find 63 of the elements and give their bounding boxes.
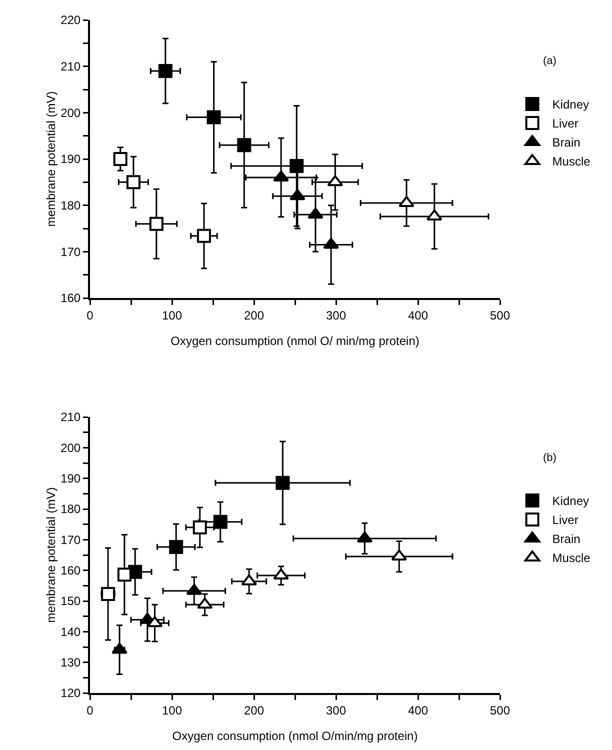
x-tick-label: 100 [162,308,182,322]
y-tick-label: 120 [60,686,81,700]
x-tick-label: 300 [326,308,346,322]
point [158,64,172,78]
x-tick-label: 0 [86,703,94,718]
point [308,208,324,219]
x-tick-label: 500 [490,703,510,718]
y-tick-label: 210 [60,60,81,74]
y-tick-label: 210 [60,410,81,424]
point [213,514,228,529]
legend-label: Kidney [552,98,590,112]
text: (b) [543,452,556,464]
point [113,152,128,166]
point [117,568,132,582]
x-axis-title: Oxygen consumption (nmol O/min/mg protein) [172,729,418,743]
point [149,216,164,231]
point [112,642,128,654]
legend-label: Liver [552,513,578,528]
legend-label: Brain [552,136,580,150]
y-tick-label: 170 [60,244,81,259]
point [237,138,252,152]
legend-label: Liver [552,116,578,131]
y-tick-label: 190 [60,152,81,166]
y-tick-label: 200 [60,440,81,455]
legend-label: Muscle [552,154,591,169]
legend-label: Kidney [552,494,590,508]
y-tick-label: 190 [60,472,81,486]
point [276,476,290,490]
y-axis-title: membrane potential (mV) [44,91,58,227]
text: (a) [543,55,556,67]
point [196,228,211,243]
point [206,110,221,124]
x-tick-label: 100 [162,703,182,718]
x-tick-label: 200 [244,308,264,322]
legend-label: Brain [552,532,580,546]
point [273,568,289,580]
point [101,586,116,601]
point [192,520,207,534]
x-axis-title: Oxygen consumption (nmol O/ min/mg protein) [170,334,420,348]
y-tick-label: 150 [60,594,81,608]
point [290,158,304,173]
point [273,170,289,182]
y-tick-label: 180 [60,502,81,516]
x-tick-label: 400 [408,308,428,322]
y-tick-label: 220 [60,13,81,28]
legend-label: Muscle [552,551,591,566]
x-tick-label: 200 [244,703,264,718]
point [290,189,306,200]
point [126,175,140,190]
x-tick-label: 400 [408,703,428,718]
x-tick-label: 300 [326,703,346,718]
x-tick-label: 500 [490,308,510,322]
y-tick-label: 130 [60,656,81,670]
y-tick-label: 200 [60,106,81,120]
point [169,540,184,554]
y-tick-label: 160 [60,564,81,578]
point [398,196,414,208]
y-tick-label: 160 [60,291,81,306]
y-tick-label: 140 [60,624,81,639]
y-axis-title: membrane potential (mV) [44,487,58,623]
y-tick-label: 180 [60,198,81,213]
y-tick-label: 170 [60,532,81,547]
x-tick-label: 0 [86,308,94,322]
